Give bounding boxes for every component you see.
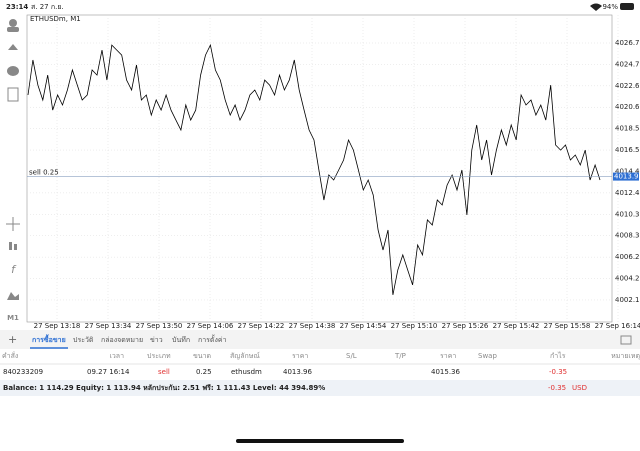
cell-type: sell	[158, 368, 170, 376]
column-header: T/P	[394, 352, 406, 360]
x-tick-label: 27 Sep 13:34	[85, 322, 132, 330]
x-tick-label: 27 Sep 14:06	[187, 322, 234, 330]
x-tick-label: 27 Sep 15:26	[442, 322, 489, 330]
account-icon-body	[7, 27, 19, 32]
y-tick-label: 4012.40	[615, 189, 640, 197]
y-tick-label: 4014.45	[615, 167, 640, 175]
column-header: สัญลักษณ์	[230, 352, 260, 360]
add-button[interactable]: +	[8, 333, 17, 346]
crosshair-icon[interactable]	[6, 217, 20, 231]
chat-icon[interactable]	[7, 66, 19, 76]
y-tick-label: 4024.70	[615, 60, 640, 68]
y-tick-label: 4016.50	[615, 146, 640, 154]
cell-order: 840233209	[3, 368, 43, 376]
x-tick-label: 27 Sep 14:54	[340, 322, 387, 330]
layout-button[interactable]	[620, 335, 632, 345]
column-header: เวลา	[109, 352, 124, 360]
price-line	[27, 43, 601, 295]
battery-icon	[620, 3, 634, 10]
tab[interactable]: บันทึก	[172, 335, 190, 344]
tab[interactable]: การซื้อขาย	[32, 333, 66, 344]
x-tick-label: 27 Sep 15:58	[544, 322, 591, 330]
chart-title: ETHUSDm, M1	[30, 15, 81, 23]
column-header: ราคา	[292, 352, 308, 360]
trade-icon[interactable]	[8, 44, 18, 50]
column-header: S/L	[346, 352, 357, 360]
y-tick-label: 4004.20	[615, 275, 640, 283]
y-tick-label: 4022.65	[615, 82, 640, 90]
tab[interactable]: ประวัติ	[73, 336, 94, 344]
x-tick-label: 27 Sep 15:10	[391, 322, 438, 330]
plot-frame	[26, 14, 613, 323]
summary-text: Balance: 1 114.29 Equity: 1 113.94 หลักป…	[3, 384, 325, 392]
column-header: หมายเหตุ	[611, 352, 640, 360]
chart-type-icon[interactable]	[9, 242, 12, 250]
tab-bar	[0, 330, 640, 349]
status-time: 23:14	[6, 3, 28, 11]
tab[interactable]: การตั้งค่า	[198, 333, 227, 344]
cell-volume: 0.25	[196, 368, 212, 376]
objects-icon[interactable]	[7, 292, 19, 300]
y-tick-label: 4002.15	[615, 296, 640, 304]
cell-price: 4013.96	[283, 368, 312, 376]
column-header: คำสั่ง	[2, 351, 18, 360]
wifi-icon	[590, 3, 602, 11]
chart-type-icon-2	[14, 244, 17, 250]
column-header: กำไร	[550, 351, 566, 360]
column-header: ประเภท	[147, 352, 171, 360]
column-header: ขนาด	[193, 352, 211, 360]
x-tick-label: 27 Sep 15:42	[493, 322, 540, 330]
summary-currency: USD	[572, 384, 587, 392]
account-icon[interactable]	[9, 19, 17, 27]
price-tag-label: 4013.96	[614, 173, 640, 181]
battery-level: 94%	[602, 3, 618, 11]
tab[interactable]: ข่าว	[150, 336, 163, 344]
y-tick-label: 4020.60	[615, 103, 640, 111]
order-label: sell 0.25	[29, 169, 59, 177]
home-indicator	[236, 439, 404, 443]
summary-profit: -0.35	[548, 384, 566, 392]
x-tick-label: 27 Sep 14:38	[289, 322, 336, 330]
y-tick-label: 4026.75	[615, 39, 640, 47]
price-tag	[613, 172, 639, 181]
timeframe[interactable]: M1	[7, 314, 19, 322]
column-header: ราคา	[440, 352, 456, 360]
y-tick-label: 4006.25	[615, 253, 640, 261]
summary-bar	[0, 380, 640, 396]
y-tick-label: 4008.30	[615, 232, 640, 240]
new-order-icon[interactable]	[7, 87, 19, 102]
x-tick-label: 27 Sep 13:18	[34, 322, 81, 330]
tab[interactable]: กล่องจดหมาย	[101, 336, 143, 344]
cell-current-price: 4015.36	[431, 368, 460, 376]
status-date: ส. 27 ก.ย.	[31, 3, 64, 11]
cell-symbol: ethusdm	[231, 368, 262, 376]
toolbar: f	[6, 19, 20, 300]
y-tick-label: 4010.35	[615, 210, 640, 218]
y-tick-label: 4018.55	[615, 125, 640, 133]
x-tick-label: 27 Sep 14:22	[238, 322, 285, 330]
cell-profit: -0.35	[549, 368, 567, 376]
x-tick-label: 27 Sep 13:50	[136, 322, 183, 330]
indicators-icon[interactable]: f	[11, 263, 17, 276]
x-tick-label: 27 Sep 16:14	[595, 322, 640, 330]
column-header: Swap	[478, 352, 497, 360]
cell-time: 09.27 16:14	[87, 368, 130, 376]
